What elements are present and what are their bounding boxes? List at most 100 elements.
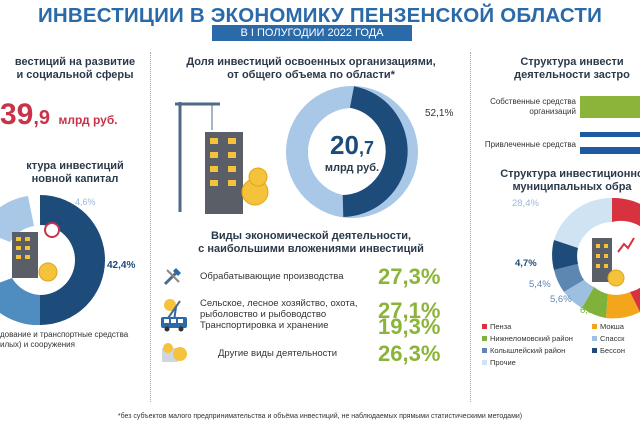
activity-label-line1: Сельское, лесное хозяйство, охота, bbox=[200, 298, 358, 309]
right-donut-chart bbox=[552, 197, 640, 319]
right-donut-segment-lightblue bbox=[564, 280, 594, 308]
middle-donut-unit: млрд руб. bbox=[324, 162, 380, 174]
target-icon bbox=[44, 222, 60, 238]
tools-icon bbox=[162, 265, 184, 287]
left-amount: 39,9 млрд руб. bbox=[0, 98, 150, 132]
right-pct-65: 6,5% bbox=[580, 305, 602, 316]
left-donut-chart bbox=[0, 195, 105, 326]
coin-icon bbox=[38, 262, 58, 282]
activity-label: Обрабатывающие производства bbox=[200, 271, 344, 282]
left-structure-title: ктура инвестиций новной капитал bbox=[0, 160, 150, 186]
page-title: ИНВЕСТИЦИИ В ЭКОНОМИКУ ПЕНЗЕНСКОЙ ОБЛАСТ… bbox=[37, 4, 603, 27]
left-donut-segment-light bbox=[0, 196, 34, 242]
left-amount-main: 39 bbox=[0, 98, 34, 131]
activities-title: Виды экономической деятельности, с наибо… bbox=[152, 230, 470, 256]
right-bar-label2: Привлеченные средства bbox=[484, 140, 576, 149]
left-caption-line1: дование и транспортные средства bbox=[0, 330, 129, 339]
legend-label: Прочие bbox=[490, 358, 516, 367]
legend-label: Пенза bbox=[490, 322, 512, 331]
legend-label: Спасск bbox=[600, 334, 625, 343]
right-bar-label1-line1: Собственные средства bbox=[490, 97, 576, 106]
legend-swatch bbox=[592, 336, 597, 341]
left-pct-top: 4,6% bbox=[75, 197, 96, 207]
activity-row: Транспортировка и хранение 19,3% bbox=[160, 308, 470, 339]
middle-donut-value: 20,7 bbox=[312, 130, 392, 161]
activity-pct: 27,3% bbox=[378, 264, 441, 289]
legend-swatch bbox=[592, 324, 597, 329]
activity-label: Транспортировка и хранение bbox=[200, 320, 329, 331]
activity-pct: 19,3% bbox=[378, 314, 441, 339]
left-caption-line2: илых) и сооружения bbox=[0, 340, 75, 349]
legend-item: Мокша bbox=[592, 322, 624, 331]
coin-icon-middle-2 bbox=[248, 167, 268, 187]
right-bar-attracted-stripe bbox=[580, 137, 640, 147]
right-donut-segment-green bbox=[582, 287, 608, 318]
activity-row: Сельское, лесное хозяйство, охота, рыбол… bbox=[160, 293, 470, 327]
right-pct-54: 5,4% bbox=[529, 279, 551, 290]
building-icon-right bbox=[592, 238, 612, 282]
middle-donut-segment-dark bbox=[342, 86, 408, 217]
legend-item: Спасск bbox=[592, 334, 624, 343]
legend-item: Пенза bbox=[482, 322, 511, 331]
legend-swatch bbox=[482, 324, 487, 329]
left-title-line1: вестиций на развитие bbox=[14, 56, 136, 68]
right-bar-own bbox=[580, 96, 640, 118]
legend-swatch bbox=[482, 336, 487, 341]
right-donut-segment-dark bbox=[552, 240, 578, 270]
legend-swatch bbox=[482, 360, 487, 365]
left-structure-line1: ктура инвестиций bbox=[26, 160, 124, 172]
middle-donut-value-decimal: ,7 bbox=[358, 138, 374, 158]
divider-left bbox=[150, 52, 151, 402]
middle-donut-pct: 52,1% bbox=[425, 108, 454, 119]
right-donut-segment-light bbox=[554, 197, 612, 248]
activities-title-line2: с наибольшими вложениями инвестиций bbox=[198, 243, 424, 255]
building-icon-middle bbox=[205, 132, 243, 214]
left-title: вестиций на развитие и социальной сферы bbox=[0, 56, 150, 82]
right-pct-47: 4,7% bbox=[515, 258, 537, 269]
legend-item: Нижнеломовский район bbox=[482, 334, 573, 343]
coin-icon-right bbox=[607, 269, 625, 287]
middle-title: Доля инвестиций освоенных организациями,… bbox=[152, 56, 470, 82]
right-structure-line1: Структура инвестиционно bbox=[500, 168, 640, 180]
right-donut-segment-red bbox=[612, 197, 640, 312]
right-bar-label1: Собственные средства организаций bbox=[476, 97, 576, 117]
legend-label: Нижнеломовский район bbox=[490, 334, 573, 343]
left-amount-decimal: ,9 bbox=[33, 107, 51, 129]
right-title: Структура инвести деятельности застро bbox=[472, 56, 640, 82]
right-pct-56: 5,6% bbox=[550, 294, 572, 305]
growth-chart-icon bbox=[617, 237, 635, 253]
coins-icon bbox=[160, 342, 188, 364]
middle-title-line2: от общего объема по области* bbox=[227, 69, 395, 81]
legend-swatch bbox=[592, 348, 597, 353]
right-donut-segment-mid bbox=[554, 264, 584, 292]
activity-label: Другие виды деятельности bbox=[218, 348, 338, 359]
activity-label: Сельское, лесное хозяйство, охота, рыбол… bbox=[200, 298, 358, 320]
left-amount-unit: млрд руб. bbox=[58, 113, 118, 127]
left-title-line2: и социальной сферы bbox=[16, 69, 134, 81]
right-pct-85: 8,5 bbox=[612, 303, 626, 314]
activities-title-line1: Виды экономической деятельности, bbox=[210, 230, 412, 242]
legend-label: Бессон bbox=[600, 346, 625, 355]
legend-label: Мокша bbox=[600, 322, 624, 331]
activity-label-line2: рыболовство и рыбоводство bbox=[200, 309, 327, 320]
building-icon bbox=[12, 232, 38, 278]
right-pct-28: 28,4% bbox=[512, 198, 539, 209]
legend-item: Колышлейский район bbox=[482, 346, 565, 355]
right-title-line1: Структура инвести bbox=[520, 56, 624, 68]
right-structure-line2: муниципальных обра bbox=[512, 181, 632, 193]
footnote: *без субъектов малого предпринимательств… bbox=[117, 413, 523, 420]
left-pct-right: 42,4% bbox=[107, 260, 136, 271]
legend-item: Бессон bbox=[592, 346, 625, 355]
right-donut-segment-orange bbox=[606, 292, 640, 319]
bus-icon bbox=[160, 316, 188, 332]
middle-donut-value-main: 20 bbox=[330, 130, 359, 160]
middle-title-line1: Доля инвестиций освоенных организациями, bbox=[186, 56, 436, 68]
page-subtitle: В I ПОЛУГОДИИ 2022 ГОДА bbox=[212, 25, 412, 41]
right-title-line2: деятельности застро bbox=[514, 69, 630, 81]
left-donut-segment-mid bbox=[0, 278, 40, 326]
legend-swatch bbox=[482, 348, 487, 353]
activity-row: Обрабатывающие производства 27,3% bbox=[160, 262, 470, 292]
activity-pct: 27,1% bbox=[378, 298, 441, 323]
left-structure-line2: новной капитал bbox=[31, 173, 119, 185]
activity-pct: 26,3% bbox=[378, 341, 441, 366]
